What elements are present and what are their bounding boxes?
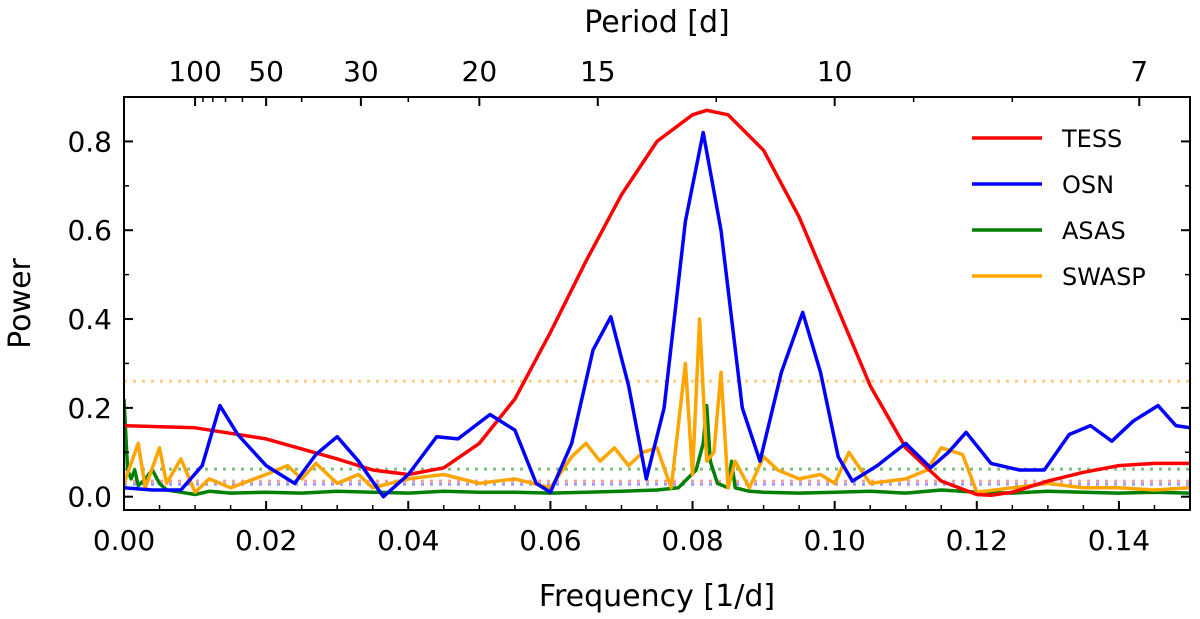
y-tick-label: 0.4	[67, 303, 112, 336]
x-tick-label: 0.04	[377, 524, 439, 557]
x-axis-label: Frequency [1/d]	[539, 579, 775, 614]
series-line-swasp	[124, 317, 1190, 494]
x-tick-label: 0.08	[661, 524, 723, 557]
series-line-osn	[124, 130, 1190, 499]
top-tick-label: 50	[248, 55, 284, 88]
top-tick-label: 10	[817, 55, 853, 88]
x-tick-label: 0.00	[93, 524, 155, 557]
x-tick-label: 0.02	[235, 524, 297, 557]
x-tick-label: 0.12	[946, 524, 1008, 557]
y-tick-label: 0.8	[67, 125, 112, 158]
top-tick-label: 15	[580, 55, 616, 88]
top-tick-label: 7	[1130, 55, 1148, 88]
top-tick-label: 20	[462, 55, 498, 88]
y-tick-label: 0.0	[67, 481, 112, 514]
y-tick-label: 0.2	[67, 392, 112, 425]
x-tick-label: 0.10	[803, 524, 865, 557]
legend-label-tess: TESS	[1061, 125, 1122, 153]
x-tick-label: 0.06	[519, 524, 581, 557]
legend: TESS OSN ASAS SWASP	[972, 125, 1146, 291]
top-tick-label: 30	[343, 55, 379, 88]
top-tick-label: 100	[168, 55, 221, 88]
legend-label-swasp: SWASP	[1062, 263, 1146, 291]
y-tick-label: 0.6	[67, 214, 112, 247]
legend-label-asas: ASAS	[1062, 217, 1126, 245]
series-line-tess	[124, 108, 1190, 498]
plot-area: 0.00 0.02 0.04 0.06 0.08 0.10 0.12 0.14 0.0 0.2 0.…	[3, 5, 1191, 614]
y-axis-label: Power	[3, 257, 38, 348]
legend-label-osn: OSN	[1062, 171, 1114, 199]
top-axis-label: Period [d]	[584, 5, 730, 40]
data-layer	[124, 108, 1190, 499]
x-tick-label: 0.14	[1088, 524, 1150, 557]
